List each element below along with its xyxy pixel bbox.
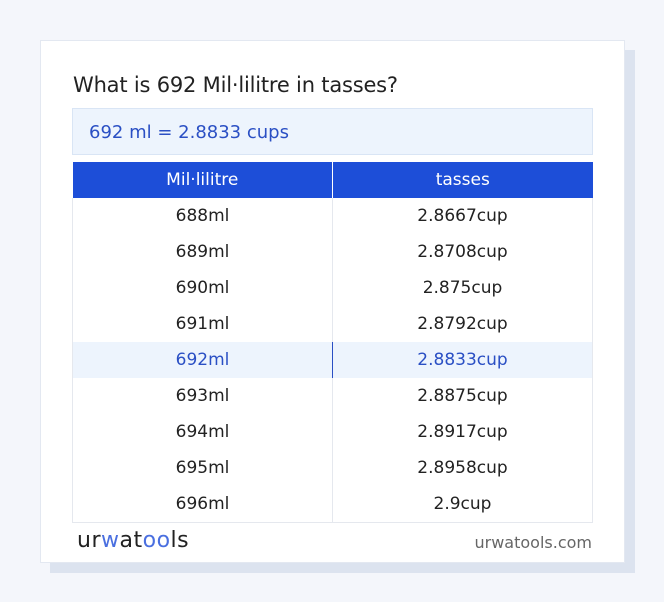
tasses-cell: 2.875cup [332, 270, 593, 306]
table-row: 691ml 2.8792cup [72, 306, 593, 342]
urwatools-logo[interactable]: urwatools [77, 528, 189, 553]
logo-part: at [119, 528, 143, 553]
millilitre-cell: 690ml [72, 270, 333, 306]
millilitre-cell: 694ml [72, 414, 333, 450]
table-row: 693ml 2.8875cup [72, 378, 593, 414]
tasses-cell: 2.8958cup [332, 450, 593, 486]
tasses-cell: 2.8667cup [332, 198, 593, 234]
logo-part: oo [142, 528, 171, 553]
millilitre-cell: 691ml [72, 306, 333, 342]
logo-part: w [101, 528, 120, 553]
table-row: 689ml 2.8708cup [72, 234, 593, 270]
conversion-card: What is 692 Mil·lilitre in tasses? 692 m… [40, 40, 625, 563]
tasses-cell: 2.8792cup [332, 306, 593, 342]
millilitre-cell: 693ml [72, 378, 333, 414]
column-header-millilitre: Mil·lilitre [72, 162, 333, 198]
millilitre-cell: 695ml [72, 450, 333, 486]
tasses-cell: 2.8833cup [332, 342, 593, 378]
tasses-cell: 2.8917cup [332, 414, 593, 450]
tasses-cell: 2.9cup [332, 486, 593, 523]
millilitre-cell: 688ml [72, 198, 333, 234]
conversion-result: 692 ml = 2.8833 cups [72, 108, 593, 155]
site-link[interactable]: urwatools.com [474, 533, 593, 552]
conversion-table: Mil·lilitre tasses 688ml 2.8667cup 689ml 2.… [72, 162, 593, 523]
table-row-highlighted: 692ml 2.8833cup [72, 342, 593, 378]
table-row: 694ml 2.8917cup [72, 414, 593, 450]
table-row: 690ml 2.875cup [72, 270, 593, 306]
page-title: What is 692 Mil·lilitre in tasses? [73, 73, 398, 97]
millilitre-cell: 689ml [72, 234, 333, 270]
table-row: 696ml 2.9cup [72, 486, 593, 523]
table-row: 695ml 2.8958cup [72, 450, 593, 486]
logo-part: ls [170, 528, 190, 553]
tasses-cell: 2.8875cup [332, 378, 593, 414]
tasses-cell: 2.8708cup [332, 234, 593, 270]
millilitre-cell: 696ml [72, 486, 333, 523]
logo-part: ur [77, 528, 101, 553]
millilitre-cell: 692ml [72, 342, 333, 378]
table-row: 688ml 2.8667cup [72, 198, 593, 234]
column-header-tasses: tasses [332, 162, 593, 198]
